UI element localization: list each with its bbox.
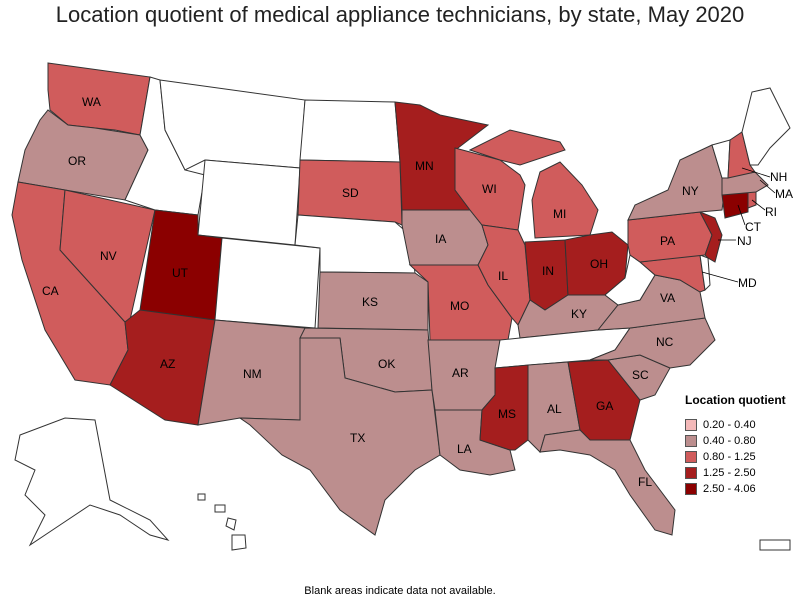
label-ok: OK [378,357,395,371]
label-la: LA [457,442,472,456]
state-ny[interactable] [627,144,726,221]
label-tx: TX [350,431,365,445]
state-hi[interactable] [197,493,247,551]
label-md: MD [738,276,757,290]
legend: Location quotient 0.20 - 0.40 0.40 - 0.8… [685,393,797,497]
legend-swatch [685,435,697,447]
state-me[interactable] [741,87,791,166]
label-ms: MS [498,407,516,421]
label-pa: PA [660,234,675,248]
legend-label: 2.50 - 4.06 [703,483,756,495]
map-title: Location quotient of medical appliance t… [55,2,745,27]
label-ny: NY [682,184,699,198]
state-co[interactable] [214,237,321,329]
label-oh: OH [590,257,608,271]
legend-label: 1.25 - 2.50 [703,467,756,479]
label-or: OR [68,154,86,168]
legend-item: 0.80 - 1.25 [685,449,797,465]
legend-label: 0.20 - 0.40 [703,419,756,431]
state-labels: WA OR CA NV UT AZ NM TX OK KS SD MN IA M… [42,95,793,489]
label-fl: FL [638,475,652,489]
legend-label: 0.80 - 1.25 [703,451,756,463]
footnote: Blank areas indicate data not available. [304,585,496,597]
state-mi[interactable] [531,161,599,239]
label-leader-lines [701,167,776,283]
label-wi: WI [482,182,497,196]
label-wa: WA [82,95,101,109]
legend-swatch [685,467,697,479]
label-mi: MI [553,207,566,221]
legend-label: 0.40 - 0.80 [703,435,756,447]
state-ct[interactable] [721,191,749,219]
label-ia: IA [435,232,446,246]
state-sd[interactable] [297,159,403,226]
state-nj[interactable] [698,211,723,263]
label-al: AL [547,402,562,416]
state-mt[interactable] [159,79,306,171]
legend-title: Location quotient [685,393,786,407]
label-sd: SD [342,186,359,200]
state-tx[interactable] [238,337,441,536]
label-il: IL [498,269,508,283]
state-ks[interactable] [317,271,429,331]
label-nv: NV [100,249,117,263]
label-ga: GA [596,399,613,413]
legend-swatch [685,419,697,431]
state-nc[interactable] [589,317,716,369]
label-va: VA [660,291,675,305]
state-il[interactable] [477,224,531,326]
label-ct: CT [745,220,762,234]
label-ut: UT [172,266,189,280]
label-ar: AR [452,366,469,380]
legend-item: 0.20 - 0.40 [685,417,797,433]
legend-item: 0.40 - 0.80 [685,433,797,449]
state-nd[interactable] [299,99,401,163]
label-ca: CA [42,284,59,298]
label-nh: NH [770,170,787,184]
label-ri: RI [765,205,777,219]
label-nm: NM [243,367,262,381]
label-nj: NJ [737,234,752,248]
legend-swatch [685,483,697,495]
state-ak[interactable] [14,417,170,547]
label-ma: MA [775,187,793,201]
label-ky: KY [571,307,587,321]
legend-item: 2.50 - 4.06 [685,481,797,497]
label-mn: MN [415,159,434,173]
state-fl[interactable] [539,429,676,536]
label-ks: KS [362,295,378,309]
state-wy[interactable] [197,159,301,246]
label-nc: NC [656,335,674,349]
legend-item: 1.25 - 2.50 [685,465,797,481]
label-mo: MO [450,299,469,313]
label-in: IN [542,264,554,278]
label-sc: SC [632,368,649,382]
label-az: AZ [160,357,175,371]
territory-pr [759,539,791,551]
state-nh[interactable] [727,131,756,179]
legend-swatch [685,451,697,463]
state-mi-upper[interactable] [468,129,566,166]
